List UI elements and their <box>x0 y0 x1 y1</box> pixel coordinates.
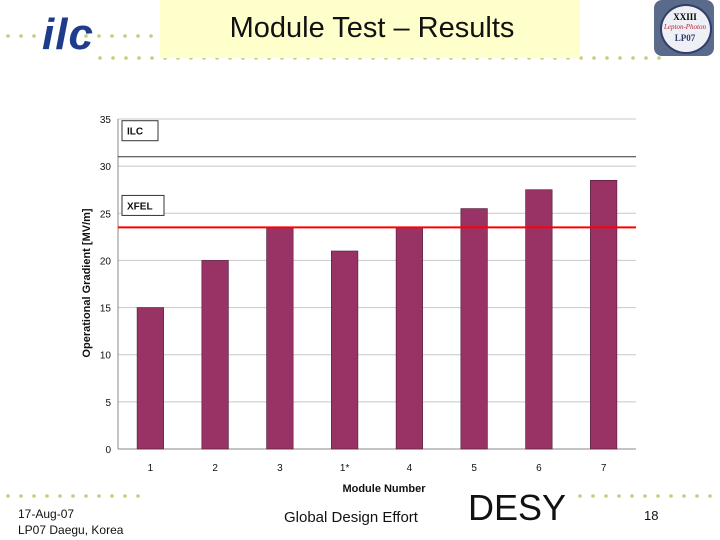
decor-dot <box>71 34 75 38</box>
decor-dot <box>605 56 609 60</box>
x-tick-label: 4 <box>407 463 413 474</box>
y-tick-label: 20 <box>100 256 112 267</box>
decor-dot <box>578 494 582 498</box>
reference-label-box <box>121 120 159 142</box>
decor-dot <box>657 56 661 60</box>
decor-dot <box>32 34 36 38</box>
decor-dot <box>71 494 75 498</box>
x-tick-label: 5 <box>471 463 477 474</box>
decor-dot <box>84 34 88 38</box>
x-axis-label: Module Number <box>342 483 426 495</box>
decor-dot <box>97 34 101 38</box>
decor-dot <box>6 494 10 498</box>
decor-dot <box>45 494 49 498</box>
decor-dot <box>110 34 114 38</box>
decor-dot <box>579 56 583 60</box>
decor-dot <box>656 494 660 498</box>
bar <box>460 208 488 450</box>
decor-dot <box>618 56 622 60</box>
bar <box>266 227 294 450</box>
y-tick-label: 35 <box>100 115 112 126</box>
footer-center-text: Global Design Effort <box>284 509 418 526</box>
decor-dot <box>124 56 128 60</box>
bar <box>590 179 618 450</box>
y-tick-label: 30 <box>100 162 112 173</box>
decor-dot <box>97 494 101 498</box>
decor-dot <box>630 494 634 498</box>
bar <box>136 307 164 450</box>
y-tick-label: 5 <box>105 398 111 409</box>
decor-dot <box>19 34 23 38</box>
x-tick-label: 6 <box>536 463 542 474</box>
footer-venue: LP07 Daegu, Korea <box>18 523 124 537</box>
decor-dot <box>110 494 114 498</box>
x-tick-label: 3 <box>277 463 283 474</box>
x-tick-label: 1* <box>340 463 350 474</box>
lp07-logo-line1: XXIII <box>673 12 697 22</box>
decor-dot <box>631 56 635 60</box>
decor-dot <box>682 494 686 498</box>
lp07-logo-line2: Lepton-Photon <box>664 23 706 31</box>
decor-dot <box>45 34 49 38</box>
y-tick-label: 0 <box>105 445 111 456</box>
page-number: 18 <box>644 508 659 523</box>
decor-dot <box>149 34 153 38</box>
bar <box>395 227 423 450</box>
reference-label: XFEL <box>127 201 153 212</box>
footer-org: DESY <box>468 487 567 528</box>
decor-dot <box>669 494 673 498</box>
y-axis-label: Operational Gradient [MV/m] <box>81 208 93 357</box>
y-tick-label: 10 <box>100 351 112 362</box>
decor-dot <box>123 34 127 38</box>
decor-dot <box>58 34 62 38</box>
x-tick-label: 1 <box>148 463 154 474</box>
decor-dot <box>644 56 648 60</box>
ilc-logo: ilc <box>42 10 94 59</box>
decor-dot <box>84 494 88 498</box>
decor-dot <box>708 494 712 498</box>
reference-label: ILC <box>127 127 143 138</box>
decor-dot <box>6 34 10 38</box>
footer-date: 17-Aug-07 <box>18 507 75 521</box>
reference-label-box <box>121 194 165 216</box>
lp07-logo-badge <box>660 4 712 54</box>
decor-dot <box>136 494 140 498</box>
decor-dot <box>150 56 154 60</box>
y-tick-label: 15 <box>100 304 112 315</box>
bar <box>201 260 229 450</box>
decor-dot <box>604 494 608 498</box>
gradient-bar-chart: 0 5 10 15 20 25 30 35 1 2 3 1* 4 5 6 7 ILC XFEL Module … <box>81 115 636 495</box>
decor-dot <box>123 494 127 498</box>
decor-dot <box>137 56 141 60</box>
decor-dot <box>111 56 115 60</box>
decor-dot <box>19 494 23 498</box>
decor-dot <box>617 494 621 498</box>
y-tick-label: 25 <box>100 209 112 220</box>
x-tick-label: 7 <box>601 463 607 474</box>
decor-dot <box>136 34 140 38</box>
x-tick-label: 2 <box>212 463 218 474</box>
decor-dot <box>643 494 647 498</box>
bar <box>525 189 553 450</box>
slide-title: Module Test – Results <box>229 12 515 44</box>
decor-dot <box>58 494 62 498</box>
bar <box>331 250 359 450</box>
decor-dot <box>695 494 699 498</box>
decor-dot <box>591 494 595 498</box>
lp07-logo-line3: LP07 <box>674 33 696 43</box>
decor-dot <box>32 494 36 498</box>
decor-dot <box>98 56 102 60</box>
decor-dot <box>592 56 596 60</box>
title-background <box>160 0 580 58</box>
